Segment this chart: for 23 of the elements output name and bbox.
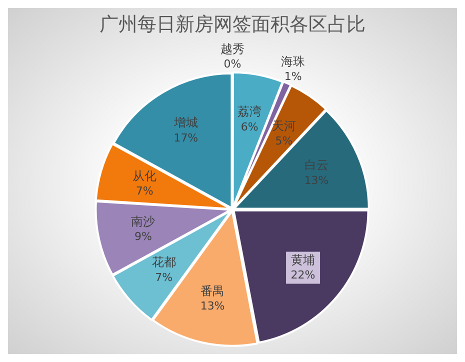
slice-label: 番禺 — [200, 284, 225, 298]
data-label: 13% — [200, 300, 225, 313]
data-label: 5% — [275, 134, 293, 148]
slice-label: 荔湾 — [238, 104, 262, 119]
slice-label: 白云 — [304, 158, 328, 172]
slice-label: 黄埔 — [291, 252, 316, 267]
slice-label: 增城 — [172, 116, 198, 130]
data-label: 17% — [174, 131, 198, 144]
slice-label: 南沙 — [131, 214, 156, 228]
slice-label: 从化 — [132, 168, 157, 183]
data-label: 6% — [240, 120, 258, 134]
category-label: 越秀 — [220, 42, 244, 56]
slice-label: 海珠 — [281, 54, 306, 68]
chart-title: 广州每日新房网签面积各区占比 — [100, 13, 366, 36]
text: 0% — [224, 58, 242, 71]
data-label: 1% — [284, 70, 302, 84]
data-label: 7% — [155, 270, 173, 284]
data-label: 22% — [290, 268, 316, 282]
data-label: 7% — [136, 184, 154, 198]
slice-label: 花都 — [152, 255, 176, 270]
slice-label: 天河 — [272, 118, 296, 133]
data-label: 9% — [134, 230, 152, 244]
data-label: 13% — [304, 174, 329, 187]
